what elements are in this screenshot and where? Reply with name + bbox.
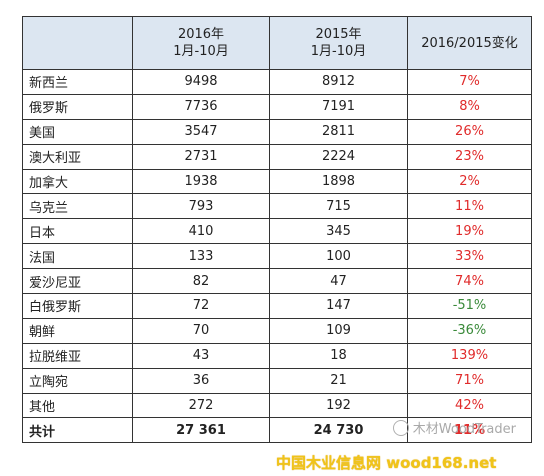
change-cell: 2% xyxy=(407,168,532,195)
change-cell: -36% xyxy=(407,317,532,344)
value-2016-cell: 1938 xyxy=(132,168,270,195)
table-container: 2016年 1月-10月 2015年 1月-10月 2016/2015变化 新西… xyxy=(22,16,532,444)
value-2015-cell: 8912 xyxy=(269,69,408,95)
table-row: 拉脱维亚 43 18 139% xyxy=(22,342,532,369)
country-cell: 白俄罗斯 xyxy=(22,293,133,319)
value-2016-cell: 7736 xyxy=(132,93,270,120)
change-cell: 74% xyxy=(407,268,532,295)
value-2015-cell: 1898 xyxy=(269,168,408,195)
value-2016-cell: 2731 xyxy=(132,143,270,170)
change-cell: 71% xyxy=(407,367,532,394)
value-2015-cell: 7191 xyxy=(269,93,408,120)
value-2015-cell: 100 xyxy=(269,243,408,270)
country-cell: 爱沙尼亚 xyxy=(22,268,133,295)
table-row: 爱沙尼亚 82 47 74% xyxy=(22,268,532,295)
table-row: 澳大利亚 2731 2224 23% xyxy=(22,143,532,170)
change-cell: 19% xyxy=(407,218,532,245)
change-cell: 11% xyxy=(407,417,532,444)
country-cell: 加拿大 xyxy=(22,168,133,195)
value-2016-cell: 3547 xyxy=(132,118,270,145)
table-row: 日本 410 345 19% xyxy=(22,218,532,245)
value-2015-cell: 109 xyxy=(269,317,408,344)
wechat-icon xyxy=(392,420,409,436)
table-row: 新西兰 9498 8912 7% xyxy=(22,69,532,95)
header-change: 2016/2015变化 xyxy=(407,16,532,70)
table-row: 法国 133 100 33% xyxy=(22,243,532,270)
value-2016-cell: 272 xyxy=(132,392,270,419)
change-cell: 8% xyxy=(407,93,532,120)
table-row: 加拿大 1938 1898 2% xyxy=(22,168,532,195)
value-2015-cell: 2811 xyxy=(269,118,408,145)
change-cell: -51% xyxy=(407,293,532,319)
table-row: 美国 3547 2811 26% xyxy=(22,118,532,145)
change-cell: 139% xyxy=(407,342,532,369)
table-row: 立陶宛 36 21 71% xyxy=(22,367,532,394)
header-blank xyxy=(22,16,133,70)
watermark: 木材WoodTrader xyxy=(392,418,516,437)
change-cell: 26% xyxy=(407,118,532,145)
header-2015-year: 2015年 xyxy=(315,27,362,42)
header-2015-period: 1月-10月 xyxy=(310,44,367,59)
country-cell: 乌克兰 xyxy=(22,193,133,220)
country-cell: 澳大利亚 xyxy=(22,143,133,170)
site-banner: 中国木业信息网 wood168.net xyxy=(276,454,497,472)
value-2016-cell: 793 xyxy=(132,193,270,220)
value-2016-cell: 70 xyxy=(132,317,270,344)
country-cell: 其他 xyxy=(22,392,133,419)
value-2016-cell: 9498 xyxy=(132,69,270,95)
value-2015-cell: 2224 xyxy=(269,143,408,170)
value-2015-cell: 21 xyxy=(269,367,408,394)
value-2015-cell: 147 xyxy=(269,293,408,319)
import-table: 2016年 1月-10月 2015年 1月-10月 2016/2015变化 新西… xyxy=(22,16,532,444)
change-cell: 33% xyxy=(407,243,532,270)
country-cell: 新西兰 xyxy=(22,69,133,95)
watermark-text: 木材WoodTrader xyxy=(412,422,516,437)
country-cell: 朝鲜 xyxy=(22,317,133,344)
table-header: 2016年 1月-10月 2015年 1月-10月 2016/2015变化 xyxy=(22,16,532,70)
table-body: 新西兰 9498 8912 7% 俄罗斯 7736 7191 8% 美国 3547 2811 26% 澳… xyxy=(22,69,532,444)
country-cell: 立陶宛 xyxy=(22,367,133,394)
change-cell: 42% xyxy=(407,392,532,419)
value-2016-cell: 36 xyxy=(132,367,270,394)
value-2016-cell: 43 xyxy=(132,342,270,369)
country-cell: 拉脱维亚 xyxy=(22,342,133,369)
value-2015-cell: 192 xyxy=(269,392,408,419)
country-cell: 日本 xyxy=(22,218,133,245)
value-2016-cell: 133 xyxy=(132,243,270,270)
value-2015-cell: 47 xyxy=(269,268,408,295)
value-2015-cell: 24 730 xyxy=(269,417,408,444)
header-2016-year: 2016年 xyxy=(177,27,225,42)
table-row: 白俄罗斯 72 147 -51% xyxy=(22,293,532,319)
country-cell: 美国 xyxy=(22,118,133,145)
country-cell: 法国 xyxy=(22,243,133,270)
value-2015-cell: 345 xyxy=(269,218,408,245)
header-2016-period: 1月-10月 xyxy=(173,44,229,59)
value-2015-cell: 18 xyxy=(269,342,408,369)
value-2016-cell: 72 xyxy=(132,293,270,319)
change-cell: 23% xyxy=(407,143,532,170)
table-row: 乌克兰 793 715 11% xyxy=(22,193,532,220)
header-2015: 2015年 1月-10月 xyxy=(269,16,408,70)
value-2015-cell: 715 xyxy=(269,193,408,220)
country-cell: 共计 xyxy=(22,417,133,444)
table-row: 俄罗斯 7736 7191 8% xyxy=(22,93,532,120)
table-row: 其他 272 192 42% xyxy=(22,392,532,419)
header-2016: 2016年 1月-10月 xyxy=(132,16,270,70)
change-cell: 11% xyxy=(407,193,532,220)
value-2016-cell: 410 xyxy=(132,218,270,245)
change-cell: 7% xyxy=(407,69,532,95)
value-2016-cell: 82 xyxy=(132,268,270,295)
table-row: 朝鲜 70 109 -36% xyxy=(22,317,532,344)
value-2016-cell: 27 361 xyxy=(132,417,270,444)
country-cell: 俄罗斯 xyxy=(22,93,133,120)
